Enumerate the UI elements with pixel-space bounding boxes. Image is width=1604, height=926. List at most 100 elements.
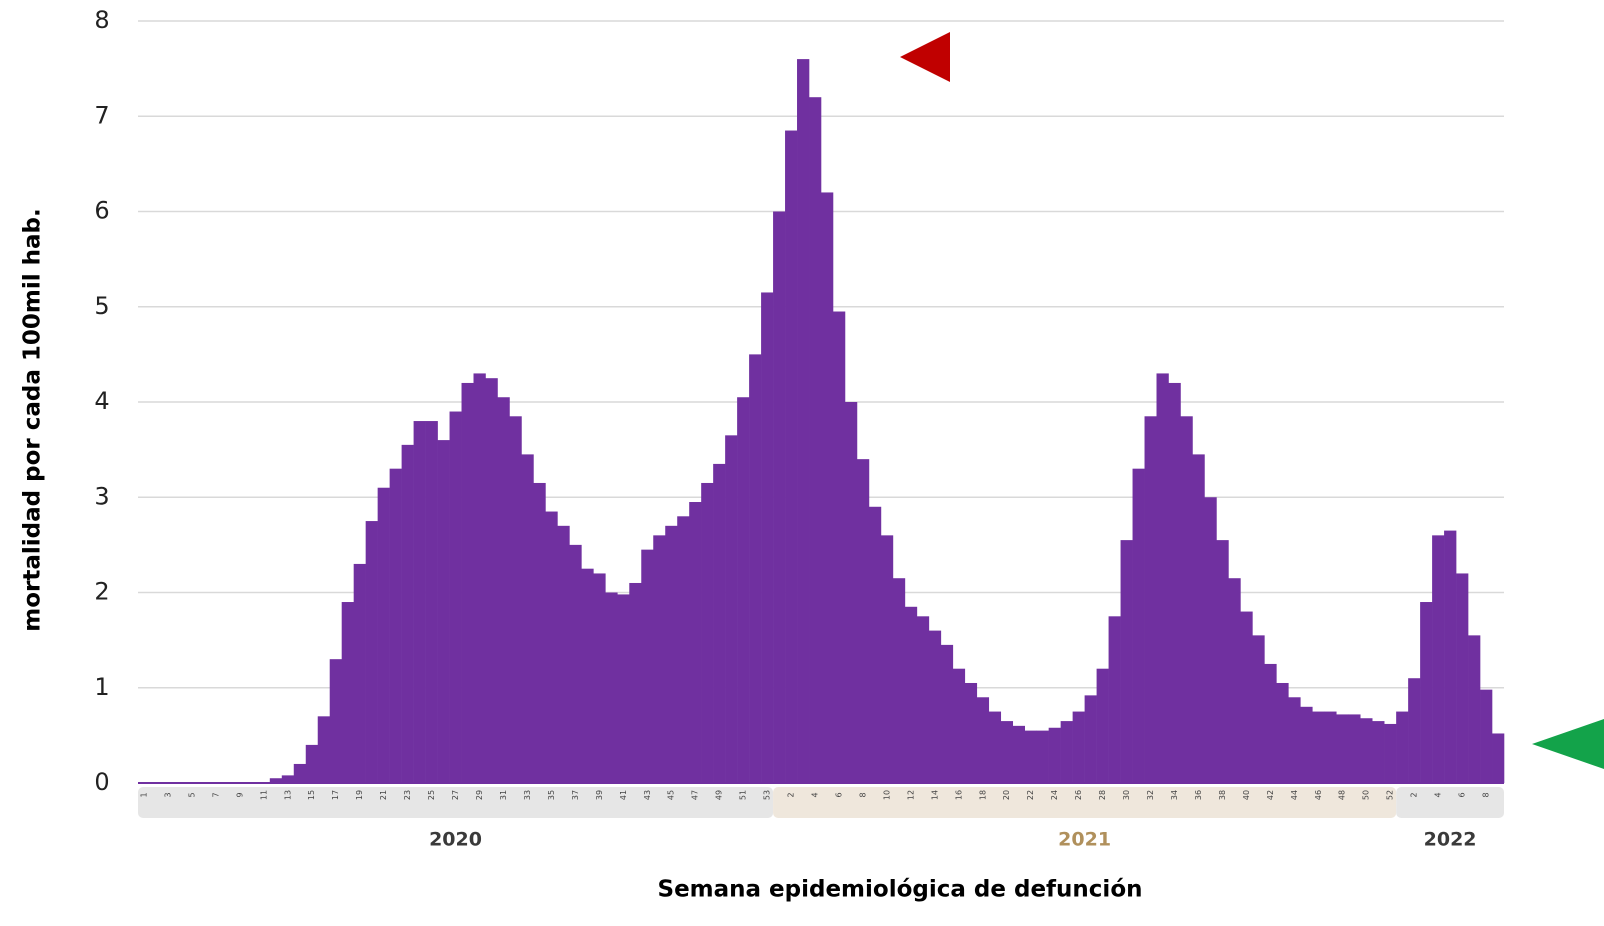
y-tick-label: 0 [94,768,109,796]
bar [1060,721,1073,783]
bar [1408,678,1421,783]
x-tick-label: 40 [1242,790,1251,800]
x-tick-label: 10 [882,790,891,800]
x-tick-label: 27 [451,790,460,800]
bar [809,97,822,783]
bar [856,459,870,783]
bar [677,516,690,783]
x-tick-label: 11 [259,790,268,800]
bar [773,211,786,783]
bar [964,682,978,783]
x-tick-label: 2 [787,792,796,797]
x-tick-label: 42 [1266,790,1275,800]
x-tick-label: 36 [1194,790,1203,800]
bar [317,716,331,783]
bar [1168,382,1181,783]
bar [880,535,894,783]
bar [1456,573,1469,783]
bar [449,411,462,783]
bar [497,397,510,783]
x-tick-label: 12 [906,790,915,800]
bar [928,630,942,783]
bar [1144,416,1157,783]
bar [1240,611,1253,783]
y-tick-label: 2 [94,578,109,606]
bar [832,311,846,783]
bar [1480,689,1493,783]
x-tick-label: 35 [547,790,556,800]
y-tick-label: 3 [94,482,109,510]
y-tick-label: 4 [94,387,109,415]
bar [868,506,882,783]
y-axis-title: mortalidad por cada 100mil hab. [20,208,46,631]
bar [281,775,295,783]
y-tick-label: 8 [94,6,109,34]
bar [1096,668,1109,783]
bar [1432,535,1445,783]
bar [557,525,570,783]
x-tick-label: 48 [1338,790,1347,800]
bar [1120,540,1133,783]
bar [1084,695,1097,783]
bar [1288,697,1301,783]
x-tick-label: 3 [163,792,172,797]
bar [437,440,450,783]
x-tick-label: 31 [499,790,508,800]
year-band [138,787,774,818]
bar [1492,733,1505,783]
bar [916,616,930,783]
bar [1228,578,1241,783]
x-tick-label: 17 [331,790,340,800]
bar [1312,711,1325,783]
bar [425,421,438,783]
bar [413,421,426,783]
x-tick-label: 8 [858,792,867,797]
x-tick-label: 4 [811,792,820,797]
x-tick-label: 37 [571,790,580,800]
bar [1336,714,1349,783]
x-tick-label: 41 [619,790,628,800]
bar [821,192,834,783]
bar [1024,730,1037,783]
bar [1420,602,1433,783]
x-tick-label: 24 [1050,790,1059,800]
x-tick-label: 32 [1146,790,1155,800]
bar [701,482,714,783]
bar [737,397,750,783]
bar [952,668,966,783]
bar [988,711,1002,783]
bar [904,606,918,783]
bar [401,444,414,783]
bar [1444,530,1457,783]
x-tick-label: 1 [139,792,148,797]
bar [461,382,474,783]
year-label: 2022 [1424,829,1477,851]
bar [713,463,726,783]
x-tick-label: 52 [1386,790,1395,800]
bar [1264,663,1277,783]
bar [1000,721,1014,783]
x-tick-label: 25 [427,790,436,800]
bar [1348,714,1361,783]
x-tick-label: 45 [667,790,676,800]
bar [521,454,534,783]
x-tick-label: 28 [1098,790,1107,800]
bar [797,59,810,784]
bar [940,644,954,783]
bar [1036,730,1049,783]
bar [341,602,354,783]
bar [1048,727,1061,783]
x-tick-label: 6 [1458,792,1467,797]
x-tick-label: 7 [211,792,220,797]
x-tick-label: 29 [475,790,484,800]
y-tick-label: 6 [94,197,109,225]
bar [761,292,774,783]
x-tick-label: 50 [1362,790,1371,800]
x-tick-label: 49 [715,790,724,800]
bar [1216,540,1229,783]
x-tick-label: 23 [403,790,412,800]
year-band [773,787,1397,818]
x-tick-label: 47 [691,790,700,800]
bar [569,544,582,783]
